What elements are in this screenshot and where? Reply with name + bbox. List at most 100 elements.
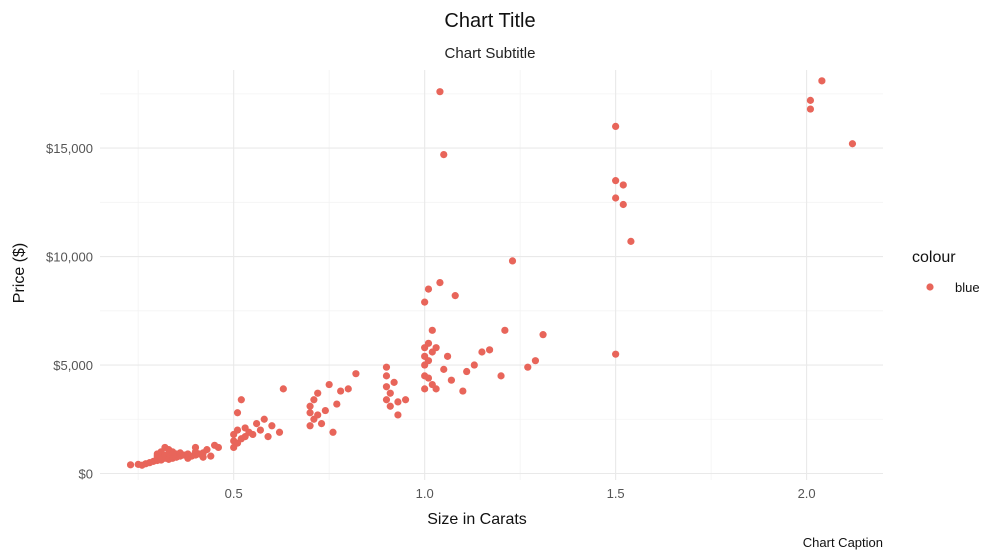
data-point [447,376,455,384]
data-point [443,352,452,360]
data-point [424,357,433,365]
data-point [806,96,815,104]
data-point [440,365,448,373]
data-point [386,402,394,410]
data-point [314,389,322,397]
data-point [337,387,345,395]
data-point [463,367,471,376]
data-point [478,348,486,356]
data-point [539,331,547,339]
data-points [126,77,857,469]
data-point [264,433,272,441]
data-point [612,194,620,202]
data-point [424,285,433,293]
data-point [818,77,826,85]
data-point [394,411,402,419]
data-point [451,292,459,300]
data-point [268,422,276,430]
data-point [314,411,322,419]
data-point [386,389,394,397]
x-axis-title: Size in Carats [427,511,527,528]
data-point [329,428,337,436]
chart-caption: Chart Caption [803,535,883,550]
data-point [612,177,620,185]
data-point [214,443,223,452]
y-axis-title: Price ($) [11,243,28,303]
data-point [485,346,494,354]
data-point [508,257,517,265]
data-point [256,426,265,434]
data-point [233,426,242,434]
legend: colour blue [912,249,980,295]
data-point [382,383,391,391]
data-point [306,409,314,417]
data-point [382,363,391,371]
data-point [459,387,467,395]
data-point [279,385,287,393]
data-point [531,357,540,365]
x-tick-label: 2.0 [798,486,816,501]
y-tick-label: $15,000 [46,141,93,156]
data-point [382,372,391,380]
legend-title: colour [912,249,956,266]
data-point [619,181,627,189]
y-tick-label: $5,000 [53,358,93,373]
data-point [333,400,341,408]
data-point [428,326,436,334]
data-point [317,419,326,428]
legend-key-dot [926,283,934,291]
data-point [436,278,444,287]
data-point [310,396,318,404]
data-point [501,326,509,334]
data-point [424,339,433,347]
data-point [524,363,532,371]
data-point [421,298,429,306]
data-point [321,406,329,415]
data-point [401,396,410,404]
data-point [394,398,402,406]
x-tick-label: 1.0 [416,486,434,501]
data-point [432,385,440,393]
plot-grid [100,70,883,480]
data-point [440,151,448,159]
data-point [306,402,314,410]
data-point [627,237,635,245]
data-point [306,422,314,430]
data-point [126,461,135,469]
x-axis-ticks: 0.5 1.0 1.5 2.0 [225,486,816,501]
legend-label: blue [955,280,980,295]
data-point [619,200,627,209]
y-axis-ticks: $0 $5,000 $10,000 $15,000 [46,141,93,481]
data-point [612,350,620,358]
data-point [421,385,429,393]
y-tick-label: $0 [79,466,93,481]
data-point [344,385,352,393]
data-point [207,452,215,460]
data-point [253,419,261,428]
data-point [470,361,478,369]
data-point [612,122,620,131]
data-point [848,140,857,148]
data-point [325,380,333,389]
x-tick-label: 0.5 [225,486,243,501]
data-point [233,409,242,417]
data-point [237,396,245,404]
chart-subtitle: Chart Subtitle [445,45,536,62]
data-point [249,430,257,439]
data-point [352,370,360,378]
x-tick-label: 1.5 [607,486,625,501]
data-point [390,378,398,386]
data-point [382,396,391,404]
chart-title: Chart Title [444,10,535,32]
data-point [424,374,433,382]
y-tick-label: $10,000 [46,250,93,265]
data-point [432,344,440,352]
data-point [260,415,268,423]
data-point [436,88,444,96]
data-point [275,428,284,436]
data-point [203,446,211,454]
data-point [806,105,815,113]
data-point [497,372,505,380]
data-point [191,443,200,452]
